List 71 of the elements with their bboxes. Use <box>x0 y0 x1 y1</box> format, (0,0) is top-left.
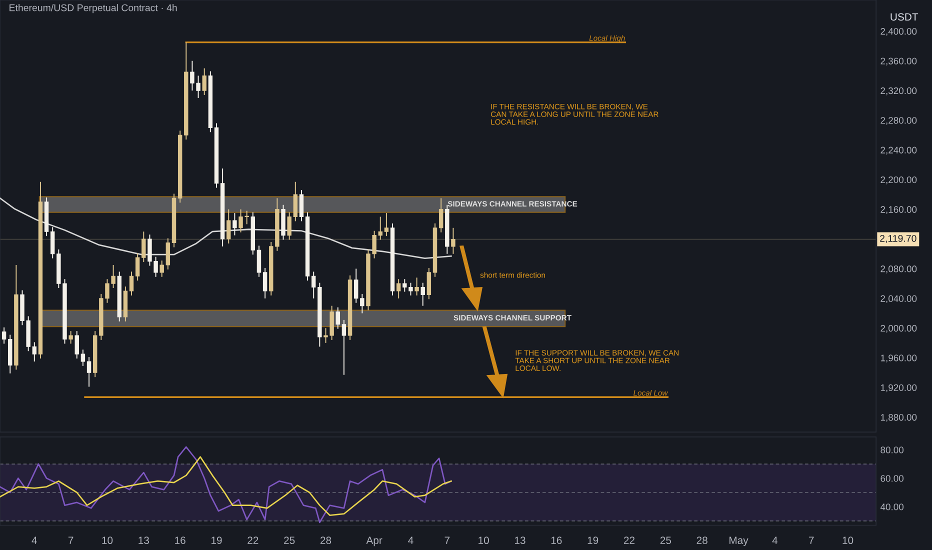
x-tick-label: 28 <box>320 536 332 544</box>
x-tick-label: 7 <box>808 536 814 544</box>
x-tick-label: 22 <box>248 536 258 544</box>
x-tick-label: 10 <box>842 536 854 544</box>
chart-title: Ethereum/USD Perpetual Contract · 4h <box>10 4 177 14</box>
y-tick-label: 2,400.00 <box>880 28 917 36</box>
x-tick-label: 4 <box>408 536 414 544</box>
candlestick <box>420 282 425 306</box>
candlestick <box>287 212 292 240</box>
x-tick-label: 13 <box>514 536 526 544</box>
y-tick-label: 2,200.00 <box>880 176 917 184</box>
candlestick <box>232 212 237 236</box>
candlestick <box>438 198 444 233</box>
candlestick <box>299 190 304 222</box>
candlestick <box>360 293 364 314</box>
x-tick-label: 4 <box>772 536 778 544</box>
x-tick-label: Apr <box>366 536 382 546</box>
x-tick-label: 19 <box>211 536 222 544</box>
x-tick-label: 10 <box>478 536 489 544</box>
x-tick-label: 28 <box>696 536 708 544</box>
x-tick-label: 7 <box>68 536 74 544</box>
y-tick-label: 1,960.00 <box>880 354 917 362</box>
x-tick-label: 7 <box>444 536 450 544</box>
x-tick-label: 4 <box>32 536 37 544</box>
y-tick-label: 60.00 <box>880 475 904 482</box>
candlestick <box>336 306 340 330</box>
y-tick-label: 40.00 <box>880 504 904 510</box>
y-tick-label: 2,280.00 <box>880 117 917 125</box>
y-tick-label: 2,160.00 <box>880 206 917 214</box>
y-tick-label: 2,080.00 <box>880 266 917 274</box>
x-tick-label: 10 <box>102 536 113 544</box>
candlestick <box>354 268 358 304</box>
candlestick <box>142 231 146 263</box>
y-tick-label: 1,920.00 <box>880 384 917 392</box>
candlestick <box>342 319 346 376</box>
y-tick-label: 1,880.00 <box>880 414 917 422</box>
candlestick <box>226 208 231 244</box>
x-tick-label: 25 <box>660 536 672 544</box>
y-tick-label: 80.00 <box>880 446 904 454</box>
candlestick <box>414 277 419 296</box>
candlestick <box>2 326 6 344</box>
y-tick-label: 2,240.00 <box>880 146 917 155</box>
candlestick <box>129 271 134 296</box>
candlestick <box>262 267 268 299</box>
x-tick-label: May <box>730 536 748 546</box>
candlestick <box>80 349 86 366</box>
x-tick-label: 16 <box>551 536 562 544</box>
x-tick-label: 22 <box>624 536 635 544</box>
x-tick-label: 19 <box>588 536 598 544</box>
y-tick-label: 2,000.00 <box>880 324 917 333</box>
candlestick <box>293 181 298 222</box>
y-tick-label: 2,040.00 <box>880 295 917 304</box>
candlestick <box>426 267 432 300</box>
y-tick-label: 2,360.00 <box>880 58 917 66</box>
candlestick <box>68 330 73 344</box>
candlestick <box>384 212 389 237</box>
y-tick-label: 2,320.00 <box>880 87 917 96</box>
candlestick <box>202 68 206 96</box>
candlestick <box>160 260 164 278</box>
y-axis-title: USDT <box>890 13 918 21</box>
candlestick <box>166 238 170 270</box>
x-tick-label: 16 <box>175 536 186 544</box>
candlestick <box>74 330 79 360</box>
x-tick-label: 25 <box>284 536 295 544</box>
candlestick <box>135 252 140 282</box>
ref-line-label: 2,119.70 <box>880 234 916 244</box>
candlestick <box>86 356 92 388</box>
x-tick-label: 13 <box>138 536 149 544</box>
candlestick <box>256 245 262 278</box>
candlestick <box>396 278 401 299</box>
candlestick <box>451 227 456 254</box>
